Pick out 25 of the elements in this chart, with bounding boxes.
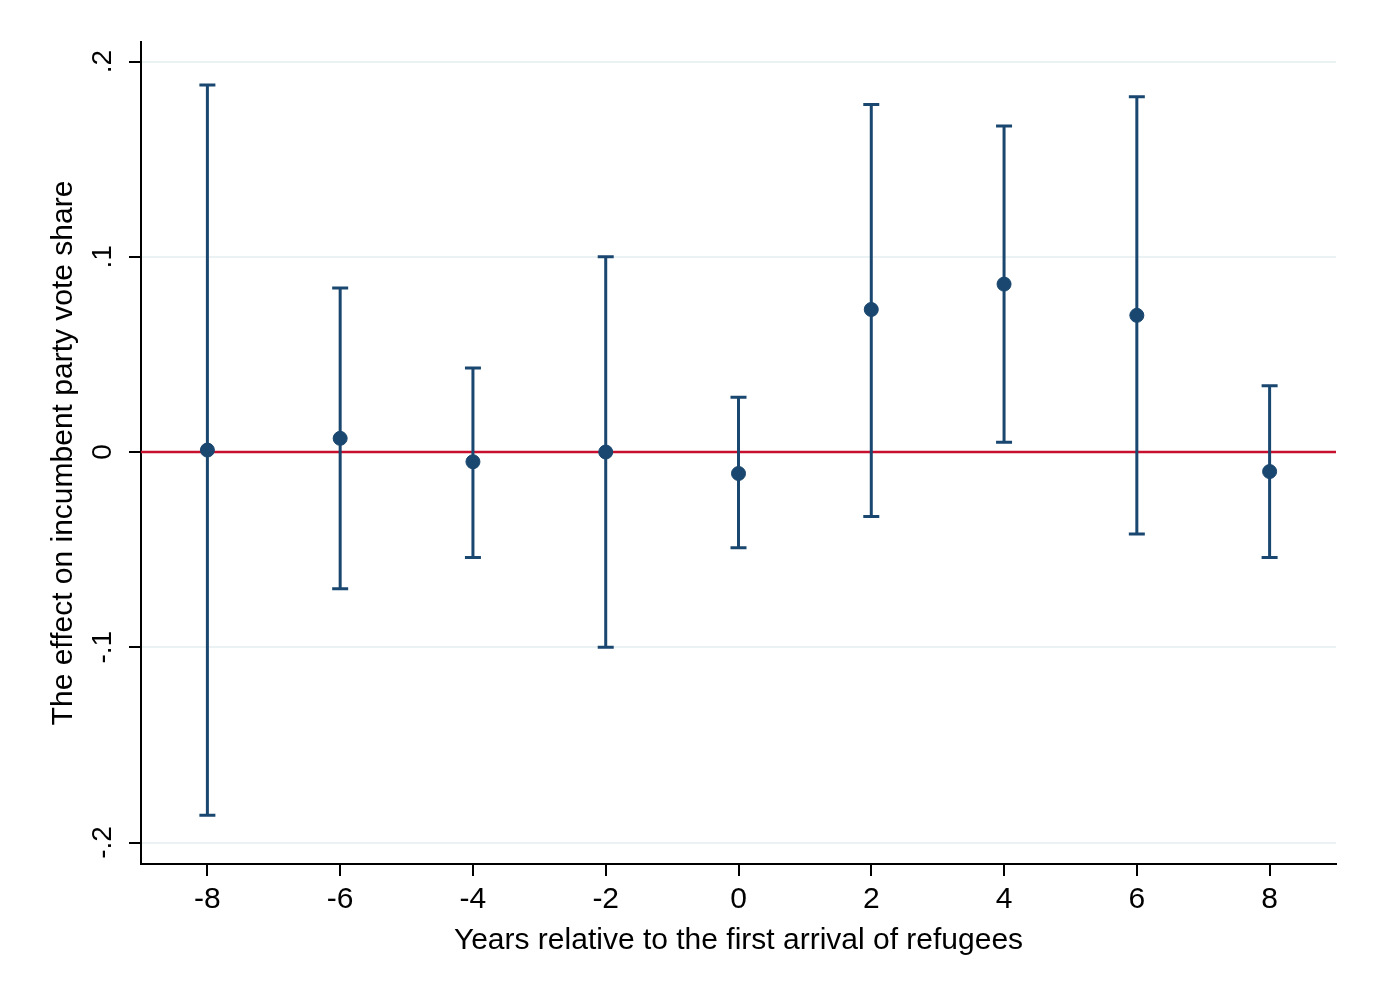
x-tick-label: -4 [459, 881, 487, 915]
point [1129, 307, 1145, 323]
point [996, 276, 1012, 292]
x-tick-label: 8 [1261, 881, 1278, 915]
point [598, 444, 614, 460]
y-tick-label: -.1 [85, 630, 117, 664]
point [199, 442, 215, 458]
y-tick-label: .1 [85, 245, 117, 269]
point [465, 454, 481, 470]
point [863, 301, 879, 317]
x-tick-label: 6 [1128, 881, 1146, 915]
x-tick-label: -2 [592, 881, 620, 915]
x-tick-label: 0 [730, 881, 747, 915]
y-tick-label: -.2 [85, 826, 117, 859]
y-axis-title: The effect on incumbent party vote share [45, 180, 79, 726]
point [1262, 464, 1278, 480]
y-tick-label: .2 [85, 49, 117, 74]
x-tick-label: -6 [326, 881, 354, 915]
x-tick-label: 4 [995, 881, 1013, 915]
point [731, 466, 746, 481]
x-axis-title: Years relative to the first arrival of refugees [453, 922, 1024, 956]
x-tick-label: -8 [194, 881, 221, 915]
point [332, 430, 348, 446]
y-tick-label: 0 [85, 444, 117, 460]
x-tick-label: 2 [862, 881, 880, 915]
